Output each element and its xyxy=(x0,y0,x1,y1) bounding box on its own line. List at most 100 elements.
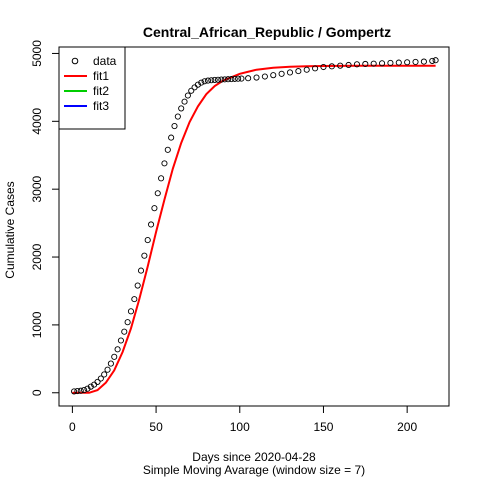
data-point xyxy=(370,60,377,67)
x-axis-label: Days since 2020-04-28 xyxy=(192,450,316,464)
data-point xyxy=(114,346,121,353)
legend-box xyxy=(58,46,126,130)
x-tick-label-3: 150 xyxy=(313,420,333,434)
data-point xyxy=(84,385,91,392)
data-point xyxy=(168,134,175,141)
data-point xyxy=(429,57,436,64)
data-point xyxy=(412,58,419,65)
fit1-curve xyxy=(72,64,436,394)
y-tick-label-0: 0 xyxy=(30,389,44,396)
legend-label-fit2: fit2 xyxy=(93,84,109,98)
data-point xyxy=(127,308,135,315)
data-point xyxy=(387,59,394,66)
data-point xyxy=(107,360,114,367)
data-point xyxy=(204,77,212,84)
data-point xyxy=(198,79,205,86)
data-point xyxy=(134,282,141,289)
data-point xyxy=(320,63,327,71)
data-point xyxy=(164,146,171,153)
data-point xyxy=(201,78,208,85)
data-point xyxy=(235,75,242,82)
data-points xyxy=(71,57,439,395)
data-point xyxy=(181,98,188,105)
data-point xyxy=(194,81,201,88)
data-point xyxy=(312,65,319,72)
data-point xyxy=(432,57,439,64)
data-point xyxy=(404,59,411,66)
legend-label-data: data xyxy=(93,54,117,68)
data-point xyxy=(214,76,222,83)
y-axis: 0 1000 2000 3000 4000 5000 xyxy=(30,40,60,396)
chart-subtitle: Simple Moving Avarage (window size = 7) xyxy=(143,463,365,477)
data-point xyxy=(295,68,302,75)
data-point xyxy=(278,70,285,77)
data-point xyxy=(144,237,151,244)
data-point xyxy=(74,388,81,395)
x-axis: 0 50 100 150 200 xyxy=(69,405,417,434)
data-point xyxy=(161,160,168,167)
data-point xyxy=(270,72,277,79)
data-point xyxy=(77,387,84,394)
data-point xyxy=(117,337,124,344)
data-point xyxy=(148,221,155,228)
data-point xyxy=(286,69,294,76)
data-point xyxy=(211,76,218,83)
data-point xyxy=(174,113,181,120)
data-point xyxy=(362,60,369,68)
data-point xyxy=(395,59,402,66)
x-tick-label-0: 0 xyxy=(69,420,76,434)
x-tick-label-2: 100 xyxy=(230,420,250,434)
data-point xyxy=(111,353,118,360)
data-point xyxy=(131,296,138,303)
y-axis-label: Cumulative Cases xyxy=(3,181,17,278)
data-point xyxy=(101,371,108,378)
x-tick-label-1: 50 xyxy=(149,420,163,434)
y-tick-label-4: 4000 xyxy=(30,108,44,135)
data-point xyxy=(191,84,198,91)
data-point xyxy=(231,75,238,82)
data-point xyxy=(208,77,215,84)
y-tick-label-1: 1000 xyxy=(30,311,44,338)
data-point xyxy=(151,205,158,212)
data-point xyxy=(188,87,195,94)
data-point xyxy=(225,76,232,83)
data-point xyxy=(238,75,245,82)
data-point xyxy=(121,328,128,335)
data-point xyxy=(171,123,178,130)
chart-title: Central_African_Republic / Gompertz xyxy=(143,24,391,40)
data-point xyxy=(303,66,310,73)
data-point xyxy=(178,105,185,112)
legend-label-fit1: fit1 xyxy=(93,69,109,83)
data-point xyxy=(184,92,191,99)
data-point xyxy=(221,76,228,83)
data-point xyxy=(253,74,260,81)
data-point xyxy=(337,62,344,69)
x-tick-label-4: 200 xyxy=(397,420,417,434)
data-point xyxy=(104,366,111,373)
data-point xyxy=(154,190,161,197)
y-tick-label-5: 5000 xyxy=(30,40,44,67)
data-point xyxy=(378,60,386,67)
data-point xyxy=(124,319,131,326)
data-point xyxy=(420,58,427,65)
fit-curves xyxy=(72,64,436,394)
data-point xyxy=(353,61,360,68)
data-point xyxy=(328,63,335,70)
legend-symbol-data xyxy=(71,57,79,65)
data-point xyxy=(71,388,78,395)
data-point xyxy=(97,375,104,382)
data-point xyxy=(94,378,101,385)
y-tick-label-2: 2000 xyxy=(30,243,44,270)
data-point xyxy=(345,61,352,69)
data-point xyxy=(261,73,268,80)
data-point xyxy=(87,383,94,390)
y-tick-label-3: 3000 xyxy=(30,176,44,203)
data-point xyxy=(141,252,148,259)
legend-label-fit3: fit3 xyxy=(93,99,109,113)
data-point xyxy=(158,175,165,182)
data-point xyxy=(245,75,252,82)
data-point xyxy=(81,387,88,394)
data-point xyxy=(137,267,145,274)
